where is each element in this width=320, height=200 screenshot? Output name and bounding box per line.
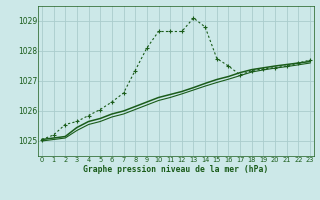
X-axis label: Graphe pression niveau de la mer (hPa): Graphe pression niveau de la mer (hPa) [84,165,268,174]
